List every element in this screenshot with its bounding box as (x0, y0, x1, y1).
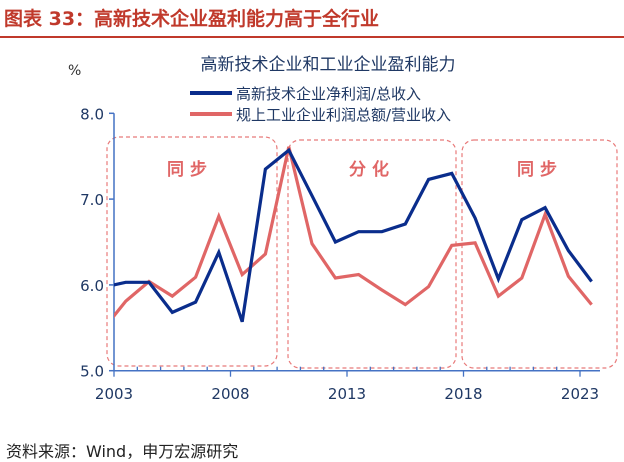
annotation-label: 同步 (517, 159, 563, 180)
source-note: 资料来源：Wind，申万宏源研究 (6, 442, 239, 461)
x-tick-label: 2003 (95, 385, 133, 403)
x-tick-label: 2023 (561, 385, 599, 403)
chart-title: 高新技术企业和工业企业盈利能力 (201, 55, 456, 75)
x-tick-label: 2008 (211, 385, 249, 403)
legend-label: 高新技术企业净利润/总收入 (236, 85, 421, 103)
y-tick-label: 5.0 (80, 363, 104, 381)
x-tick-label: 2013 (328, 385, 366, 403)
y-axis-unit: % (68, 63, 81, 79)
annotation-box (287, 139, 457, 369)
y-tick-label: 6.0 (80, 277, 104, 295)
legend-label: 规上工业企业利润总额/营业收入 (236, 106, 451, 124)
annotation-box (106, 136, 278, 367)
series-line-high-tech (114, 147, 593, 323)
y-tick-label: 8.0 (80, 105, 104, 123)
annotation-label: 同步 (167, 159, 213, 180)
series-line-industrial (114, 146, 593, 319)
title-rule (0, 36, 624, 38)
x-tick-label: 2018 (444, 385, 482, 403)
y-tick-label: 7.0 (80, 191, 104, 209)
annotation-box (461, 139, 618, 369)
figure-title: 图表 33：高新技术企业盈利能力高于全行业 (4, 8, 380, 30)
annotation-label: 分化 (349, 159, 395, 180)
